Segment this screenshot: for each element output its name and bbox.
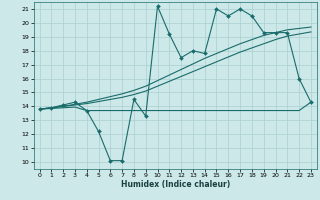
X-axis label: Humidex (Indice chaleur): Humidex (Indice chaleur) (121, 180, 230, 189)
